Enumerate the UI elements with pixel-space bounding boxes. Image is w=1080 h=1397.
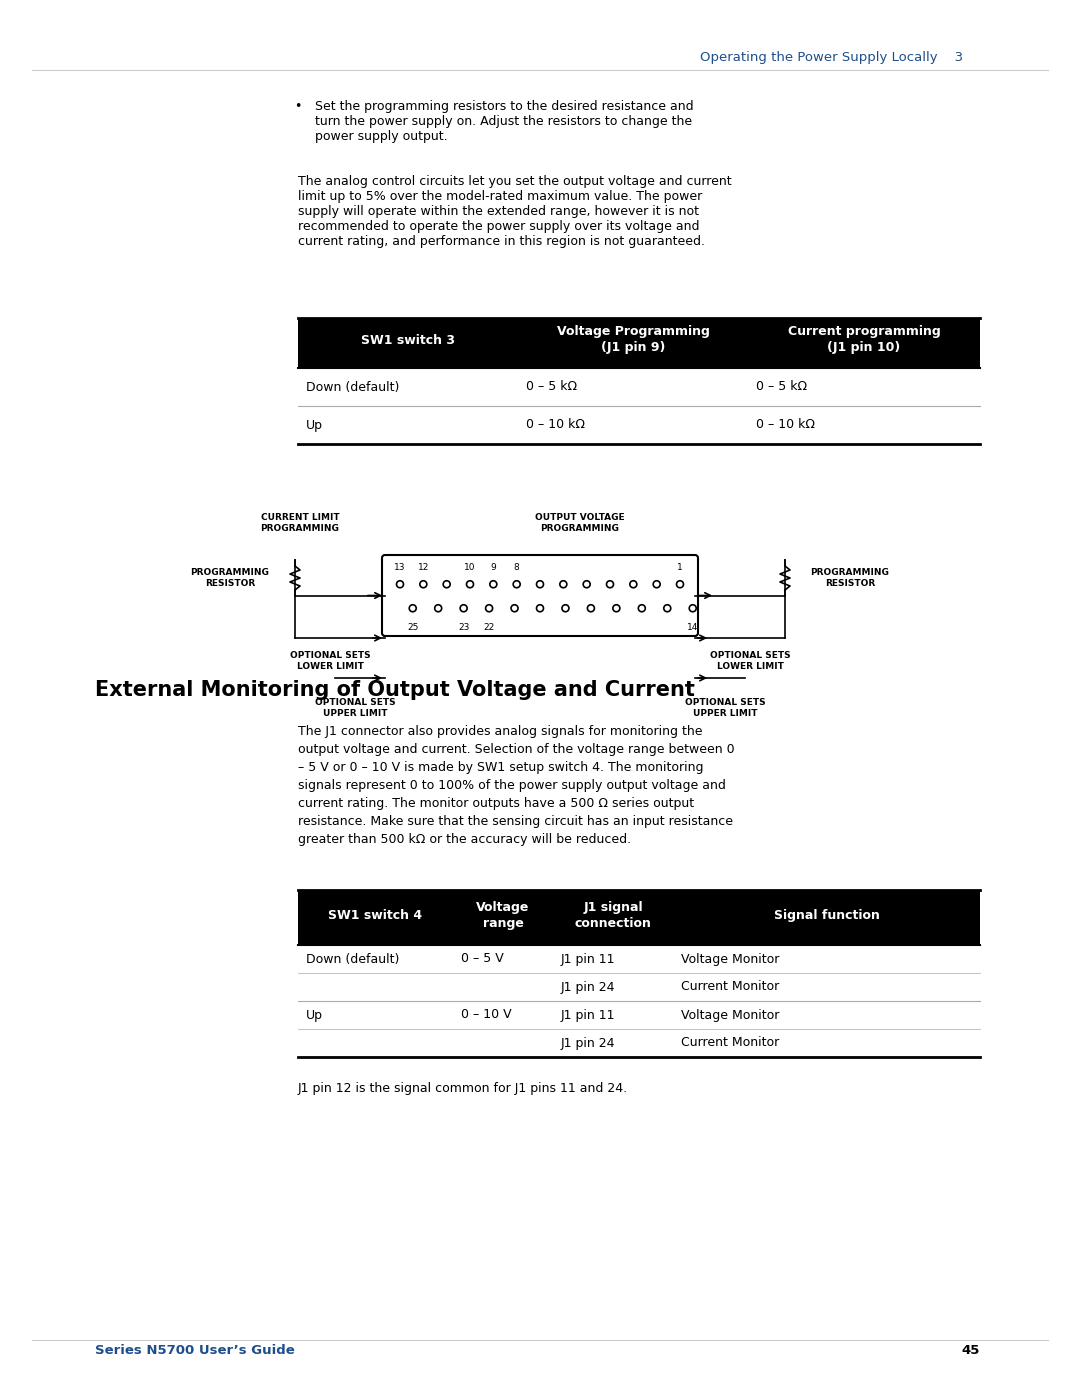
Circle shape: [409, 605, 416, 612]
Circle shape: [607, 581, 613, 588]
Circle shape: [689, 605, 697, 612]
Circle shape: [676, 581, 684, 588]
Text: OPTIONAL SETS
LOWER LIMIT: OPTIONAL SETS LOWER LIMIT: [710, 651, 791, 671]
Circle shape: [583, 581, 590, 588]
Text: Operating the Power Supply Locally    3: Operating the Power Supply Locally 3: [700, 52, 963, 64]
Text: PROGRAMMING
RESISTOR: PROGRAMMING RESISTOR: [811, 569, 890, 588]
Text: Series N5700 User’s Guide: Series N5700 User’s Guide: [95, 1344, 295, 1356]
Text: Current Monitor: Current Monitor: [681, 981, 780, 993]
Text: 25: 25: [407, 623, 418, 633]
Circle shape: [513, 581, 521, 588]
Text: J1 pin 12 is the signal common for J1 pins 11 and 24.: J1 pin 12 is the signal common for J1 pi…: [298, 1083, 629, 1095]
Text: The analog control circuits let you set the output voltage and current
limit up : The analog control circuits let you set …: [298, 175, 731, 249]
Text: Current programming
(J1 pin 10): Current programming (J1 pin 10): [787, 326, 941, 355]
Circle shape: [537, 581, 543, 588]
Text: Down (default): Down (default): [306, 380, 400, 394]
Text: The J1 connector also provides analog signals for monitoring the
output voltage : The J1 connector also provides analog si…: [298, 725, 734, 847]
Bar: [298, 890, 980, 944]
FancyBboxPatch shape: [382, 555, 698, 636]
Text: 45: 45: [961, 1344, 980, 1356]
Text: CURRENT LIMIT
PROGRAMMING: CURRENT LIMIT PROGRAMMING: [260, 513, 339, 534]
Text: OUTPUT VOLTAGE
PROGRAMMING: OUTPUT VOLTAGE PROGRAMMING: [536, 513, 625, 534]
Text: OPTIONAL SETS
UPPER LIMIT: OPTIONAL SETS UPPER LIMIT: [314, 698, 395, 718]
Text: 0 – 5 V: 0 – 5 V: [461, 953, 503, 965]
Text: SW1 switch 4: SW1 switch 4: [328, 909, 422, 922]
Text: OPTIONAL SETS
UPPER LIMIT: OPTIONAL SETS UPPER LIMIT: [685, 698, 766, 718]
Text: Voltage
range: Voltage range: [476, 901, 529, 930]
Circle shape: [486, 605, 492, 612]
Text: •: •: [295, 101, 301, 113]
Circle shape: [443, 581, 450, 588]
Circle shape: [511, 605, 518, 612]
Text: 0 – 5 kΩ: 0 – 5 kΩ: [526, 380, 577, 394]
Circle shape: [612, 605, 620, 612]
Circle shape: [467, 581, 473, 588]
Text: Up: Up: [306, 419, 323, 432]
Text: 14: 14: [687, 623, 699, 633]
Circle shape: [653, 581, 660, 588]
Text: 10: 10: [464, 563, 476, 573]
Circle shape: [460, 605, 468, 612]
Text: J1 pin 11: J1 pin 11: [561, 1009, 616, 1021]
Text: Voltage Monitor: Voltage Monitor: [681, 1009, 780, 1021]
Text: 9: 9: [490, 563, 496, 573]
Circle shape: [588, 605, 594, 612]
Text: 22: 22: [484, 623, 495, 633]
Text: 1: 1: [677, 563, 683, 573]
Circle shape: [537, 605, 543, 612]
Text: 12: 12: [418, 563, 429, 573]
Text: J1 pin 11: J1 pin 11: [561, 953, 616, 965]
Circle shape: [434, 605, 442, 612]
Circle shape: [396, 581, 404, 588]
Text: 0 – 5 kΩ: 0 – 5 kΩ: [756, 380, 807, 394]
Text: 23: 23: [458, 623, 470, 633]
Circle shape: [559, 581, 567, 588]
Text: Voltage Programming
(J1 pin 9): Voltage Programming (J1 pin 9): [556, 326, 710, 355]
Text: Signal function: Signal function: [773, 909, 879, 922]
Text: J1 pin 24: J1 pin 24: [561, 981, 616, 993]
Text: J1 signal
connection: J1 signal connection: [575, 901, 651, 930]
Circle shape: [490, 581, 497, 588]
Circle shape: [420, 581, 427, 588]
Text: 8: 8: [514, 563, 519, 573]
Text: Down (default): Down (default): [306, 953, 400, 965]
Text: PROGRAMMING
RESISTOR: PROGRAMMING RESISTOR: [190, 569, 269, 588]
Bar: [298, 319, 980, 367]
Text: Voltage Monitor: Voltage Monitor: [681, 953, 780, 965]
Circle shape: [562, 605, 569, 612]
Text: 13: 13: [394, 563, 406, 573]
Circle shape: [664, 605, 671, 612]
Text: Up: Up: [306, 1009, 323, 1021]
Circle shape: [638, 605, 646, 612]
Text: 0 – 10 V: 0 – 10 V: [461, 1009, 512, 1021]
Text: 0 – 10 kΩ: 0 – 10 kΩ: [756, 419, 815, 432]
Text: Set the programming resistors to the desired resistance and
turn the power suppl: Set the programming resistors to the des…: [315, 101, 693, 142]
Text: 0 – 10 kΩ: 0 – 10 kΩ: [526, 419, 585, 432]
Text: Current Monitor: Current Monitor: [681, 1037, 780, 1049]
Text: OPTIONAL SETS
LOWER LIMIT: OPTIONAL SETS LOWER LIMIT: [289, 651, 370, 671]
Text: SW1 switch 3: SW1 switch 3: [361, 334, 455, 346]
Circle shape: [630, 581, 637, 588]
Text: J1 pin 24: J1 pin 24: [561, 1037, 616, 1049]
Text: External Monitoring of Output Voltage and Current: External Monitoring of Output Voltage an…: [95, 680, 694, 700]
